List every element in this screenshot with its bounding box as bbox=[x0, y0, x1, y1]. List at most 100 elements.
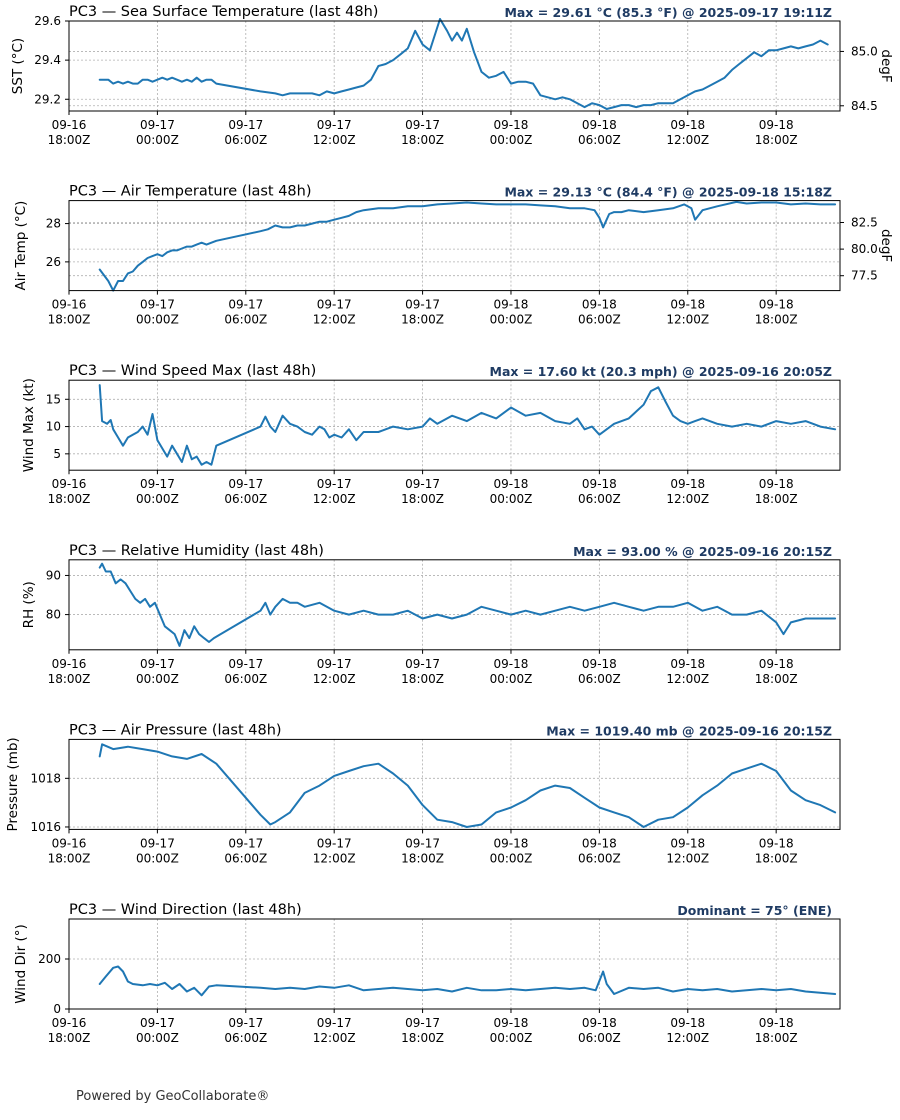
x-tick-label-time: 06:00Z bbox=[224, 851, 267, 865]
x-tick-label-date: 09-18 bbox=[494, 1016, 529, 1030]
x-tick-label-time: 18:00Z bbox=[401, 1031, 444, 1045]
x-tick-label-time: 18:00Z bbox=[755, 672, 798, 686]
x-tick-label-time: 12:00Z bbox=[313, 1031, 356, 1045]
y-tick-label: 29.6 bbox=[34, 14, 61, 28]
chart-max-annotation: Max = 29.61 °C (85.3 °F) @ 2025-09-17 19… bbox=[504, 5, 832, 20]
chart-title: PC3 — Wind Direction (last 48h) bbox=[69, 902, 302, 918]
x-tick-label-date: 09-18 bbox=[494, 657, 529, 671]
x-tick-label-time: 00:00Z bbox=[136, 672, 179, 686]
y2-axis-label: degF bbox=[878, 229, 894, 262]
y-tick-label: 29.2 bbox=[34, 92, 61, 106]
chart-title: PC3 — Wind Speed Max (last 48h) bbox=[69, 363, 316, 379]
x-tick-label-date: 09-17 bbox=[317, 836, 352, 850]
chart-max-annotation: Max = 17.60 kt (20.3 mph) @ 2025-09-16 2… bbox=[490, 364, 833, 379]
chart-panel-4: PC3 — Air Pressure (last 48h) Max = 1019.… bbox=[5, 722, 841, 865]
plot-frame bbox=[68, 918, 841, 1010]
y2-tick-label: 77.5 bbox=[851, 269, 878, 283]
y-axis-label: RH (%) bbox=[21, 581, 37, 628]
x-tick-label-time: 18:00Z bbox=[401, 492, 444, 506]
x-tick-label-time: 18:00Z bbox=[755, 313, 798, 327]
y-axis-label: Wind Dir (°) bbox=[13, 924, 29, 1004]
chart-panel-2: PC3 — Wind Speed Max (last 48h) Max = 17.… bbox=[21, 363, 841, 506]
series-line bbox=[98, 562, 837, 647]
y-tick-label: 0 bbox=[53, 1002, 61, 1016]
chart-panel-1: PC3 — Air Temperature (last 48h) Max = 29… bbox=[13, 184, 894, 327]
plot-frame bbox=[68, 200, 841, 292]
y-tick-label: 26 bbox=[46, 255, 61, 269]
chart-panel-0: PC3 — Sea Surface Temperature (last 48h)… bbox=[10, 4, 894, 147]
x-tick-label-time: 18:00Z bbox=[48, 492, 91, 506]
x-tick-label-date: 09-17 bbox=[405, 477, 440, 491]
x-tick-label-time: 06:00Z bbox=[224, 313, 267, 327]
y-tick-label: 5 bbox=[53, 447, 61, 461]
x-tick-label-date: 09-17 bbox=[228, 657, 263, 671]
x-tick-label-time: 06:00Z bbox=[224, 1031, 267, 1045]
y-tick-label: 1016 bbox=[30, 820, 61, 834]
plot-frame bbox=[68, 379, 841, 471]
x-tick-label-time: 12:00Z bbox=[666, 851, 709, 865]
x-tick-label-date: 09-17 bbox=[317, 118, 352, 132]
x-tick-label-date: 09-16 bbox=[52, 1016, 87, 1030]
x-tick-label-time: 18:00Z bbox=[48, 851, 91, 865]
y-tick-label: 10 bbox=[46, 420, 61, 434]
x-tick-label-time: 18:00Z bbox=[755, 851, 798, 865]
x-tick-label-time: 18:00Z bbox=[755, 133, 798, 147]
plot-frame bbox=[68, 738, 841, 830]
x-tick-label-date: 09-17 bbox=[140, 657, 175, 671]
x-tick-label-date: 09-18 bbox=[494, 298, 529, 312]
y-tick-label: 200 bbox=[38, 952, 61, 966]
x-tick-label-date: 09-17 bbox=[228, 298, 263, 312]
x-tick-label-date: 09-18 bbox=[759, 298, 794, 312]
x-tick-label-time: 06:00Z bbox=[578, 1031, 621, 1045]
x-tick-label-time: 06:00Z bbox=[224, 492, 267, 506]
x-tick-label-date: 09-18 bbox=[494, 118, 529, 132]
x-tick-label-date: 09-17 bbox=[140, 1016, 175, 1030]
chart-title: PC3 — Air Temperature (last 48h) bbox=[69, 184, 312, 200]
x-tick-label-time: 00:00Z bbox=[490, 492, 533, 506]
x-tick-label-date: 09-18 bbox=[670, 477, 705, 491]
x-tick-label-time: 18:00Z bbox=[401, 133, 444, 147]
chart-panel-5: PC3 — Wind Direction (last 48h) Dominant … bbox=[13, 902, 841, 1045]
x-tick-label-time: 00:00Z bbox=[136, 133, 179, 147]
x-tick-label-time: 18:00Z bbox=[48, 133, 91, 147]
x-tick-label-time: 12:00Z bbox=[666, 492, 709, 506]
x-tick-label-time: 12:00Z bbox=[313, 492, 356, 506]
x-tick-label-time: 12:00Z bbox=[666, 1031, 709, 1045]
y2-tick-label: 82.5 bbox=[851, 216, 878, 230]
x-tick-label-time: 00:00Z bbox=[136, 492, 179, 506]
y2-axis-label: degF bbox=[878, 49, 894, 82]
x-tick-label-date: 09-18 bbox=[494, 836, 529, 850]
x-tick-label-time: 00:00Z bbox=[490, 851, 533, 865]
x-tick-label-date: 09-18 bbox=[670, 118, 705, 132]
x-tick-label-time: 18:00Z bbox=[48, 672, 91, 686]
x-tick-label-date: 09-18 bbox=[670, 1016, 705, 1030]
x-tick-label-date: 09-17 bbox=[228, 836, 263, 850]
x-tick-label-time: 18:00Z bbox=[755, 1031, 798, 1045]
x-tick-label-time: 12:00Z bbox=[313, 133, 356, 147]
x-tick-label-time: 00:00Z bbox=[136, 313, 179, 327]
x-tick-label-date: 09-18 bbox=[582, 1016, 617, 1030]
x-tick-label-time: 06:00Z bbox=[224, 133, 267, 147]
x-tick-label-time: 12:00Z bbox=[313, 313, 356, 327]
x-tick-label-date: 09-16 bbox=[52, 657, 87, 671]
y-tick-label: 15 bbox=[46, 392, 61, 406]
y-axis-label: Pressure (mb) bbox=[5, 737, 21, 831]
y-tick-label: 80 bbox=[46, 608, 61, 622]
x-tick-label-date: 09-17 bbox=[228, 118, 263, 132]
y-tick-label: 90 bbox=[46, 568, 61, 582]
x-tick-label-date: 09-17 bbox=[405, 118, 440, 132]
y-tick-label: 29.4 bbox=[34, 53, 61, 67]
x-tick-label-date: 09-16 bbox=[52, 298, 87, 312]
x-tick-label-date: 09-18 bbox=[582, 836, 617, 850]
x-tick-label-time: 06:00Z bbox=[578, 672, 621, 686]
x-tick-label-time: 18:00Z bbox=[401, 851, 444, 865]
y-tick-label: 1018 bbox=[30, 771, 61, 785]
x-tick-label-date: 09-17 bbox=[140, 298, 175, 312]
x-tick-label-date: 09-18 bbox=[670, 836, 705, 850]
x-tick-label-time: 18:00Z bbox=[755, 492, 798, 506]
x-tick-label-date: 09-17 bbox=[317, 657, 352, 671]
x-tick-label-time: 12:00Z bbox=[313, 851, 356, 865]
x-tick-label-time: 06:00Z bbox=[578, 851, 621, 865]
x-tick-label-date: 09-16 bbox=[52, 477, 87, 491]
